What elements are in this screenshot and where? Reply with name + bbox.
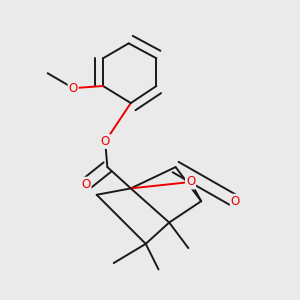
Text: O: O: [69, 82, 78, 94]
Text: O: O: [231, 195, 240, 208]
Text: O: O: [186, 176, 195, 188]
Text: O: O: [81, 178, 91, 190]
Text: O: O: [100, 135, 110, 148]
